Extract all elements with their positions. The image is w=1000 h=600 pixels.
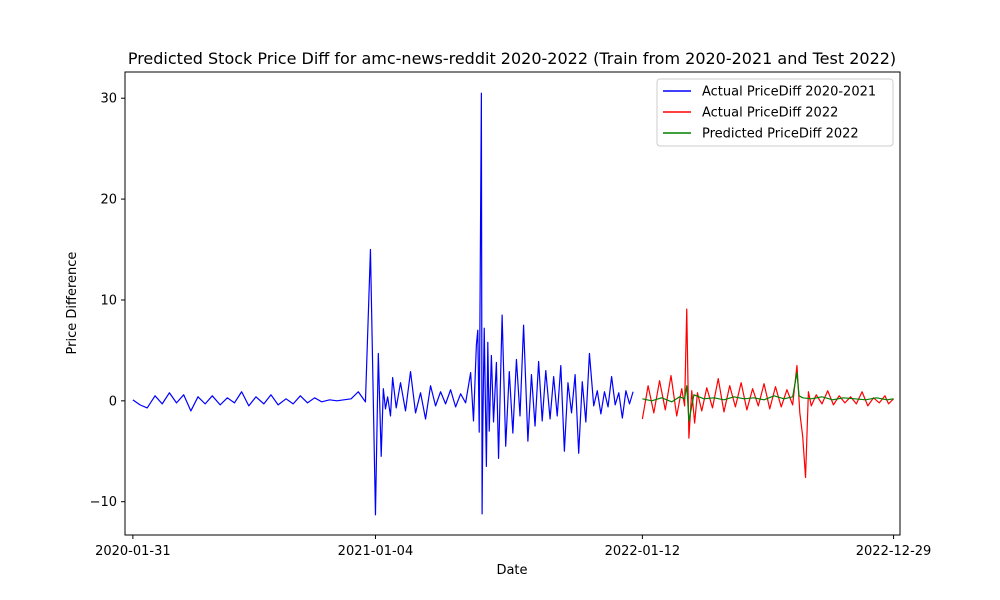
x-tick-label: 2022-01-12 — [605, 544, 681, 559]
y-tick-label: 10 — [100, 293, 117, 308]
y-axis-label: Price Difference — [65, 252, 80, 355]
x-axis: 2020-01-31 2021-01-04 2022-01-12 2022-12-29 — [95, 535, 931, 559]
plot-frame — [124, 71, 901, 536]
x-tick-label: 2022-12-29 — [856, 544, 932, 559]
legend-box — [656, 78, 894, 147]
y-tick-label: 20 — [100, 193, 117, 208]
series-line-2 — [641, 308, 894, 479]
series-layer — [132, 92, 894, 516]
y-tick-label: 30 — [100, 92, 117, 107]
y-tick-label: −10 — [90, 495, 117, 510]
x-tick-label: 2020-01-31 — [95, 544, 171, 559]
y-tick-label: 0 — [109, 394, 117, 409]
series-line-3 — [642, 372, 894, 422]
x-tick-label: 2021-01-04 — [338, 544, 414, 559]
legend-entry: Actual PriceDiff 2022 — [702, 106, 838, 121]
legend-entry: Predicted PriceDiff 2022 — [702, 127, 859, 142]
y-axis: −10 0 10 20 30 — [90, 92, 125, 510]
chart-title: Predicted Stock Price Diff for amc-news-… — [128, 49, 896, 68]
series-line-1 — [132, 92, 634, 516]
x-axis-label: Date — [496, 563, 527, 578]
legend: Actual PriceDiff 2020-2021 Actual PriceDi… — [656, 78, 894, 147]
legend-entry: Actual PriceDiff 2020-2021 — [702, 85, 876, 100]
